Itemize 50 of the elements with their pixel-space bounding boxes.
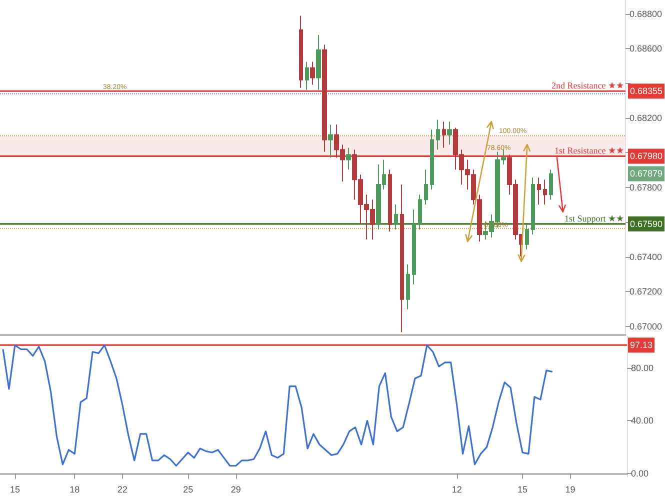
x-tick-label: 22 [117,484,128,494]
candlestick [394,204,398,230]
y-tick-label: 0.68800 [629,8,662,19]
candlestick [531,177,535,235]
x-tick-label: 15 [517,484,528,494]
ref-line-label: 2nd Resistance ★★ [552,80,624,91]
annotation: 0.67980 [630,151,663,162]
ref-line-label: 1st Resistance ★★ [554,146,624,156]
candlestick [406,264,410,310]
annotation: 0.67590 [630,218,663,229]
candlestick [322,44,327,152]
candlestick [346,147,351,170]
candlestick [543,179,547,205]
candlestick [525,224,529,250]
candlestick [447,121,452,146]
candlestick [400,184,404,333]
annotation: 0.67879 [630,168,663,179]
y-tick-label: 0.67000 [629,321,662,332]
y-tick-label: 0.68200 [629,113,662,124]
annotation: 0.68355 [630,86,663,96]
candlestick [436,119,440,150]
candlestick [328,124,333,158]
candlestick [418,194,422,230]
x-tick-label: 19 [565,484,576,494]
candlestick [412,209,416,285]
y-tick-label: 0.67200 [629,286,662,297]
y-tick-label: 80.00 [631,362,654,373]
line-series [2,344,554,467]
candlestick [430,129,434,190]
x-tick-label: 12 [452,484,462,494]
candlestick [388,169,392,232]
candlestick [424,169,428,205]
y-tick-label: 0.67800 [629,182,662,192]
candlestick [442,121,446,148]
x-tick-label: 15 [10,484,20,494]
y-tick-label: 0.67400 [629,252,662,262]
y-tick-label: 0.68600 [629,44,662,54]
x-tick-label: 29 [230,484,241,494]
candlestick [537,177,541,205]
candlestick [305,61,309,90]
y-tick-label: 40.00 [631,416,654,426]
y-tick-label: 0.00 [631,468,649,479]
ref-line-label: 1st Support ★★ [564,213,624,224]
x-tick-label: 18 [70,484,80,494]
candlestick [299,15,303,88]
x-tick-label: 25 [183,484,194,494]
candlestick [310,61,315,86]
candlestick [549,169,553,200]
annotation: 97.13 [630,340,653,350]
candlestick [316,34,321,90]
